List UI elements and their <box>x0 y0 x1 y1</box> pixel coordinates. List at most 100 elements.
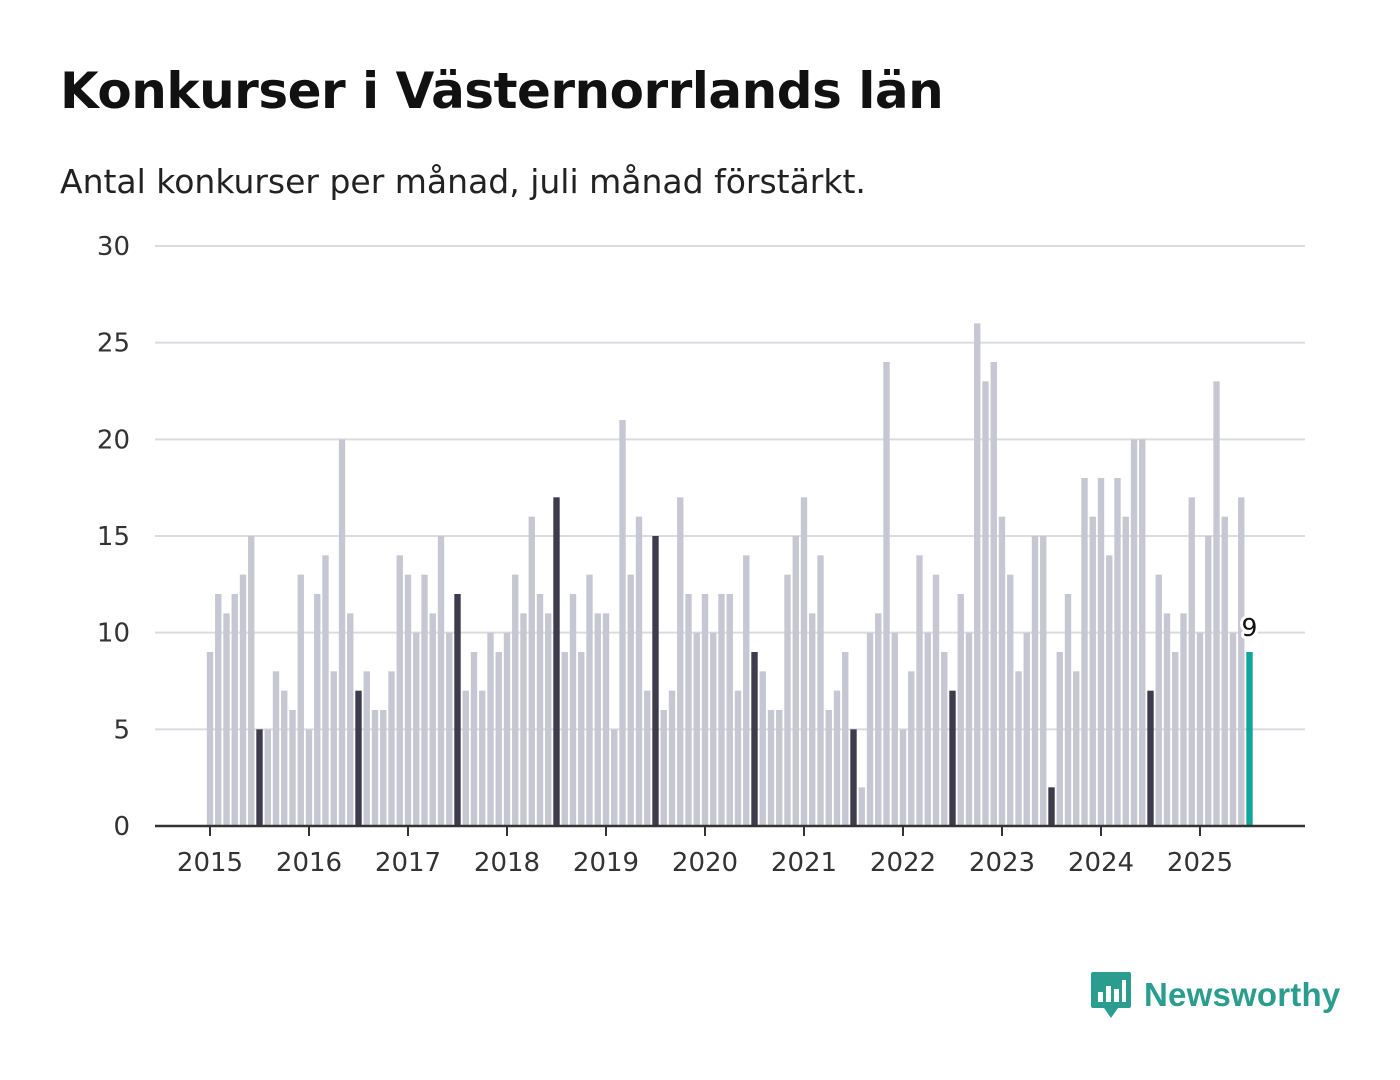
bar-2019-12 <box>693 632 700 826</box>
bar-2017-05 <box>437 536 445 826</box>
bar-2015-03 <box>223 613 230 826</box>
bar-2016-01 <box>305 729 313 826</box>
bar-2022-04 <box>924 632 931 826</box>
bar-2024-12 <box>1188 497 1195 826</box>
bar-2021-10 <box>875 613 882 826</box>
bar-2022-09 <box>965 632 973 826</box>
bar-2025-07 <box>1246 652 1253 826</box>
bar-2023-02 <box>1007 574 1014 826</box>
bar-2019-02 <box>611 729 618 826</box>
bar-2015-12 <box>297 574 304 826</box>
bar-2018-09 <box>569 594 577 826</box>
bar-2023-07 <box>1048 787 1055 826</box>
bar-2016-09 <box>371 710 379 826</box>
bar-2020-09 <box>767 710 775 826</box>
bar-2023-06 <box>1040 536 1047 826</box>
bar-2023-03 <box>1015 671 1022 826</box>
bar-2020-07 <box>751 652 758 826</box>
bar-2021-06 <box>842 652 849 826</box>
bar-2020-01 <box>701 594 709 826</box>
bar-2021-04 <box>825 710 832 826</box>
bar-2016-06 <box>347 613 354 826</box>
bar-2019-05 <box>635 516 643 826</box>
bar-2020-03 <box>718 594 725 826</box>
bar-2024-11 <box>1180 613 1187 826</box>
bar-2019-11 <box>685 594 692 826</box>
bar-2024-04 <box>1122 516 1129 826</box>
bar-2017-09 <box>470 652 478 826</box>
bar-2015-02 <box>215 594 222 826</box>
bar-2019-06 <box>644 690 651 826</box>
bar-2017-01 <box>404 574 412 826</box>
bar-2017-07 <box>454 594 461 826</box>
bar-2015-01 <box>206 652 214 826</box>
bar-2019-03 <box>619 420 626 826</box>
chart-title: Konkurser i Västernorrlands län <box>60 62 944 120</box>
bar-2018-08 <box>561 652 568 826</box>
bar-2025-01 <box>1196 632 1204 826</box>
bar-2020-04 <box>726 594 733 826</box>
bar-2023-05 <box>1031 536 1039 826</box>
x-axis <box>155 824 1305 836</box>
bar-2020-11 <box>784 574 791 826</box>
bar-2023-08 <box>1056 652 1063 826</box>
bar-2015-10 <box>281 690 288 826</box>
bar-2018-02 <box>512 574 519 826</box>
bar-2019-01 <box>602 613 610 826</box>
bar-2016-03 <box>322 555 329 826</box>
bar-2018-06 <box>545 613 552 826</box>
bar-2024-02 <box>1106 555 1113 826</box>
bar-2017-12 <box>495 652 502 826</box>
x-tick-label: 2017 <box>375 848 441 878</box>
bar-2021-01 <box>800 497 808 826</box>
x-tick-label: 2021 <box>771 848 837 878</box>
bar-2018-12 <box>594 613 601 826</box>
bar-2023-10 <box>1073 671 1080 826</box>
bar-2024-10 <box>1172 652 1179 826</box>
bar-2016-02 <box>314 594 321 826</box>
bar-2021-08 <box>858 787 865 826</box>
bar-2024-07 <box>1147 690 1154 826</box>
bar-2017-06 <box>446 632 453 826</box>
bar-2021-11 <box>883 362 890 826</box>
bar-2016-08 <box>363 671 370 826</box>
bar-2017-08 <box>462 690 469 826</box>
bar-2015-04 <box>231 594 238 826</box>
bar-2022-03 <box>916 555 923 826</box>
bar-2022-10 <box>974 323 981 826</box>
y-tick-label: 10 <box>97 619 130 649</box>
bar-2015-11 <box>289 710 296 826</box>
bar-2025-05 <box>1229 632 1237 826</box>
x-tick-label: 2023 <box>969 848 1035 878</box>
bar-2018-04 <box>528 516 535 826</box>
bar-2017-10 <box>479 690 486 826</box>
y-tick-label: 0 <box>113 812 130 842</box>
bar-2017-02 <box>413 632 420 826</box>
bar-2018-11 <box>586 574 593 826</box>
x-tick-label: 2016 <box>276 848 342 878</box>
bar-2021-03 <box>817 555 824 826</box>
bar-2024-05 <box>1130 439 1138 826</box>
bar-2022-01 <box>899 729 907 826</box>
x-tick-label: 2022 <box>870 848 936 878</box>
y-tick-label: 20 <box>97 425 130 455</box>
bar-2015-06 <box>248 536 255 826</box>
newsworthy-brand: Newsworthy <box>1090 970 1340 1020</box>
bar-2023-09 <box>1064 594 1072 826</box>
bar-2018-10 <box>578 652 585 826</box>
bar-2017-04 <box>429 613 436 826</box>
bar-2023-11 <box>1081 478 1088 826</box>
bar-2019-04 <box>627 574 634 826</box>
bar-2020-06 <box>743 555 750 826</box>
bar-2016-12 <box>396 555 403 826</box>
bar-2019-10 <box>677 497 684 826</box>
bar-2024-09 <box>1163 613 1171 826</box>
bar-2024-03 <box>1114 478 1121 826</box>
bar-2020-12 <box>792 536 799 826</box>
bar-2016-11 <box>388 671 395 826</box>
x-tick-label: 2024 <box>1068 848 1134 878</box>
bar-2022-08 <box>957 594 964 826</box>
latest-value-halo: 9 <box>1242 613 1258 642</box>
bar-2016-04 <box>330 671 337 826</box>
